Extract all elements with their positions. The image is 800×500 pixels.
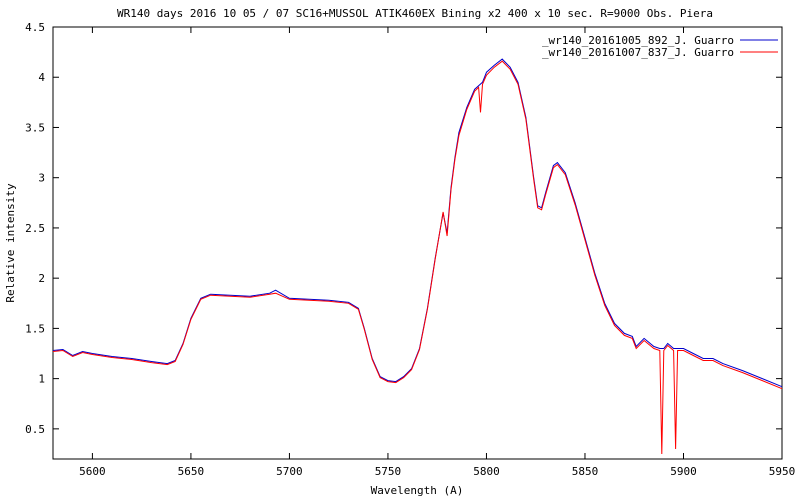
chart-title: WR140 days 2016 10 05 / 07 SC16+MUSSOL A… — [117, 7, 713, 20]
y-tick-label: 4.5 — [25, 21, 45, 34]
legend-label-2: _wr140_20161007_837_J. Guarro — [542, 46, 734, 59]
y-tick-label: 4 — [38, 71, 45, 84]
y-axis-title: Relative intensity — [4, 183, 17, 303]
legend: _wr140_20161005_892_J. Guarro_wr140_2016… — [542, 34, 778, 59]
y-tick-label: 3.5 — [25, 121, 45, 134]
y-tick-label: 3 — [38, 172, 45, 185]
x-axis-title: Wavelength (A) — [371, 484, 464, 497]
y-tick-label: 1.5 — [25, 322, 45, 335]
legend-label-1: _wr140_20161005_892_J. Guarro — [542, 34, 734, 47]
x-tick-label: 5650 — [178, 465, 205, 478]
y-tick-label: 2 — [38, 272, 45, 285]
y-tick-label: 1 — [38, 373, 45, 386]
series-line-1 — [52, 58, 783, 388]
plot-border — [52, 26, 783, 460]
y-axis: 0.5 1 1.5 2 2.5 3 3.5 4 4.5 — [25, 21, 782, 436]
y-tick-label: 0.5 — [25, 423, 45, 436]
series-line-2 — [52, 60, 783, 455]
x-tick-label: 5750 — [375, 465, 402, 478]
x-tick-label: 5850 — [572, 465, 599, 478]
series-layer — [52, 58, 783, 455]
x-tick-label: 5700 — [276, 465, 303, 478]
x-tick-label: 5950 — [769, 465, 796, 478]
x-tick-label: 5900 — [670, 465, 697, 478]
y-tick-label: 2.5 — [25, 222, 45, 235]
x-tick-label: 5800 — [473, 465, 500, 478]
x-axis: 5600 5650 5700 5750 5800 5850 5900 5950 — [79, 27, 795, 478]
plot-frame — [52, 26, 783, 460]
x-tick-label: 5600 — [79, 465, 106, 478]
